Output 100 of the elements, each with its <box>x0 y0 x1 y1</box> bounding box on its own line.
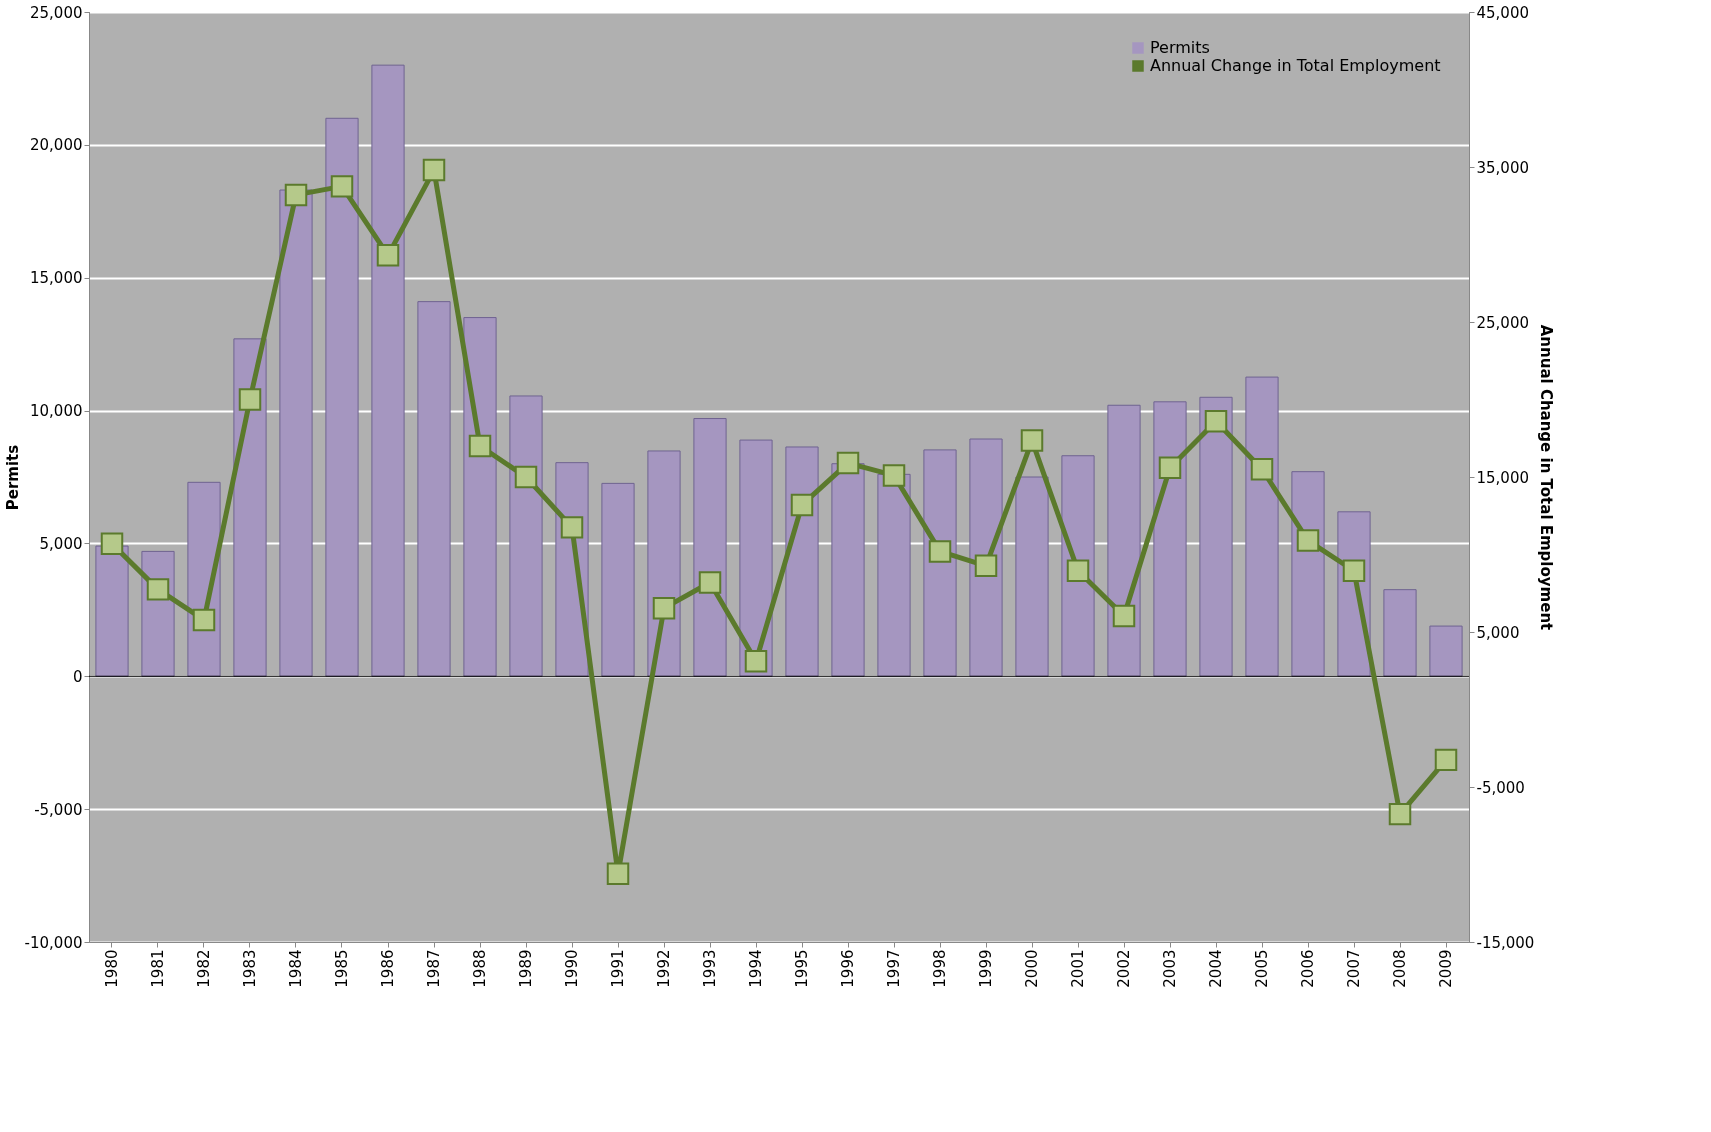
point <box>422 158 446 182</box>
point <box>330 175 354 198</box>
point <box>284 183 308 207</box>
x-tick-label: 1993 <box>701 949 719 988</box>
point <box>1342 559 1366 583</box>
x-tick-label: 1998 <box>931 949 949 988</box>
y2-axis-title: Annual Change in Total Employment <box>1537 324 1556 631</box>
point <box>238 388 262 411</box>
x-tick-label: 1981 <box>149 949 167 988</box>
x-tick-label: 1990 <box>563 949 581 988</box>
bar <box>1245 376 1279 677</box>
x-tick-label: 1984 <box>287 949 305 988</box>
y2-tick-label: 5,000 <box>1476 623 1520 642</box>
bar <box>1429 625 1463 677</box>
point <box>836 451 860 475</box>
x-tick-label: 1985 <box>333 949 351 988</box>
bar <box>969 438 1003 677</box>
y-tick-label: 0 <box>72 667 83 686</box>
bar <box>1107 404 1141 677</box>
x-tick-label: 1997 <box>885 949 903 988</box>
y-tick-label: 15,000 <box>30 269 83 288</box>
x-tick-label: 2008 <box>1391 949 1409 988</box>
bar <box>463 317 497 677</box>
x-tick-label: 1996 <box>839 949 857 988</box>
x-tick-label: 1980 <box>103 949 121 988</box>
x-tick-label: 1982 <box>195 949 213 988</box>
bar <box>95 545 129 677</box>
y2-tick-label: 15,000 <box>1476 468 1529 487</box>
bar <box>877 473 911 677</box>
y-tick-label: 25,000 <box>30 3 83 22</box>
x-tick-label: 1992 <box>655 949 673 988</box>
y2-tick-label: 35,000 <box>1476 158 1529 177</box>
bar <box>739 439 773 677</box>
x-tick-label: 2005 <box>1253 949 1271 988</box>
point <box>1158 456 1182 479</box>
point <box>1250 458 1274 481</box>
point <box>1296 529 1320 552</box>
bar <box>1061 455 1095 677</box>
point <box>1066 559 1090 583</box>
bar <box>693 418 727 677</box>
point <box>1204 409 1228 433</box>
y-tick-label: -5,000 <box>34 800 83 819</box>
point <box>468 434 492 458</box>
bar <box>1153 401 1187 677</box>
y2-tick-label: -15,000 <box>1476 933 1535 952</box>
x-tick-label: 2007 <box>1345 949 1363 988</box>
point <box>100 532 124 555</box>
point <box>514 465 538 489</box>
x-tick-label: 2000 <box>1023 949 1041 988</box>
x-tick-label: 1986 <box>379 949 397 988</box>
x-tick-label: 1995 <box>793 949 811 988</box>
point <box>146 578 170 601</box>
bar <box>601 482 635 677</box>
bar <box>371 64 405 677</box>
x-tick-label: 2006 <box>1299 949 1317 988</box>
x-tick-label: 1994 <box>747 949 765 988</box>
y-tick-label: 20,000 <box>30 136 83 155</box>
y2-tick-label: 45,000 <box>1476 3 1529 22</box>
bar <box>1199 396 1233 677</box>
y-axis-title: Permits <box>3 444 22 511</box>
point <box>192 608 216 632</box>
point <box>652 596 676 620</box>
x-tick-label: 2004 <box>1207 949 1225 988</box>
bar <box>279 189 313 677</box>
y2-tick-label: -5,000 <box>1476 778 1525 797</box>
x-tick-label: 2003 <box>1161 949 1179 988</box>
y-tick-label: 5,000 <box>39 534 83 553</box>
bar <box>1383 589 1417 677</box>
y-tick-label: 10,000 <box>30 402 83 421</box>
point <box>1388 802 1412 826</box>
point <box>560 516 584 539</box>
point <box>376 244 400 267</box>
x-tick-label: 1988 <box>471 949 489 988</box>
point <box>974 554 998 578</box>
bar <box>417 301 451 677</box>
point <box>1112 604 1136 628</box>
bar <box>923 449 957 677</box>
x-tick-label: 1983 <box>241 949 259 988</box>
point <box>1434 748 1458 772</box>
x-tick-label: 1989 <box>517 949 535 988</box>
point <box>606 862 630 886</box>
x-tick-label: 2002 <box>1115 949 1133 988</box>
bar <box>831 463 865 677</box>
bar <box>1015 476 1049 677</box>
x-tick-label: 1999 <box>977 949 995 988</box>
x-tick-label: 1987 <box>425 949 443 988</box>
x-tick-label: 2009 <box>1437 949 1455 988</box>
legend-label: Annual Change in Total Employment <box>1150 56 1441 75</box>
legend-label: Permits <box>1150 38 1210 57</box>
bar <box>509 395 543 677</box>
point <box>790 493 814 517</box>
y2-tick-label: 25,000 <box>1476 313 1529 332</box>
x-tick-label: 2001 <box>1069 949 1087 988</box>
point <box>744 650 768 673</box>
point <box>698 571 722 594</box>
bar <box>325 117 359 677</box>
point <box>928 540 952 563</box>
x-tick-label: 1991 <box>609 949 627 988</box>
point <box>1020 429 1044 452</box>
y-tick-label: -10,000 <box>24 933 83 952</box>
